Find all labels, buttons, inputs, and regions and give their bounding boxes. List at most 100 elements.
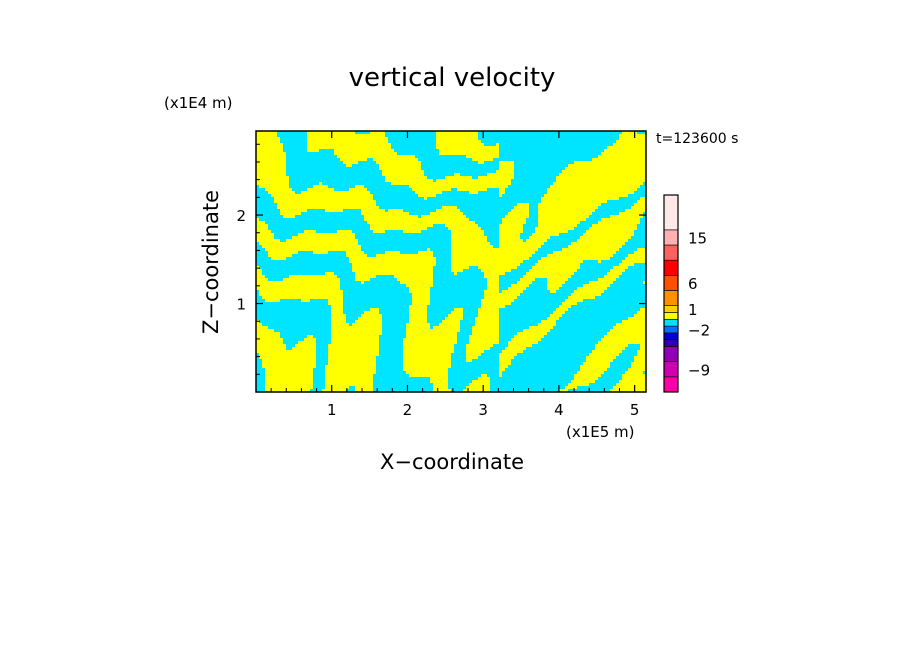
positive-velocity-cell [634, 359, 646, 362]
positive-velocity-cell [340, 158, 367, 161]
positive-velocity-cell [574, 377, 598, 380]
positive-velocity-cell [613, 143, 646, 146]
positive-velocity-cell [466, 347, 490, 350]
positive-velocity-cell [499, 242, 544, 245]
positive-velocity-cell [442, 320, 460, 323]
y-axis-label: Z−coordinate [199, 190, 223, 334]
colorbar-label: −9 [688, 361, 710, 379]
positive-velocity-cell [259, 290, 343, 293]
positive-velocity-cell [256, 161, 286, 164]
positive-velocity-cell [508, 212, 529, 215]
positive-velocity-cell [457, 188, 487, 191]
velocity-field [256, 131, 646, 392]
positive-velocity-cell [547, 254, 613, 257]
y-axis-ticks: 12 [236, 143, 646, 375]
positive-velocity-cell [325, 209, 343, 212]
positive-velocity-cell [481, 299, 514, 302]
positive-velocity-cell [556, 176, 646, 179]
positive-velocity-cell [334, 149, 394, 152]
positive-velocity-cell [409, 374, 448, 377]
positive-velocity-cell [451, 236, 487, 239]
positive-velocity-cell [451, 260, 523, 263]
positive-velocity-cell [499, 359, 511, 362]
positive-velocity-cell [499, 227, 523, 230]
positive-velocity-cell [451, 233, 484, 236]
positive-velocity-cell [406, 326, 430, 329]
x-axis-label: X−coordinate [380, 450, 524, 474]
positive-velocity-cell [262, 359, 316, 362]
positive-velocity-cell [409, 305, 427, 308]
positive-velocity-cell [535, 263, 580, 266]
positive-velocity-cell [595, 347, 625, 350]
positive-velocity-cell [550, 314, 562, 317]
positive-velocity-cell [307, 137, 388, 140]
positive-velocity-cell [355, 389, 373, 392]
positive-velocity-cell [283, 278, 340, 281]
positive-velocity-cell [637, 200, 646, 203]
positive-velocity-cell [619, 263, 634, 266]
colorbar-level [663, 339, 679, 347]
positive-velocity-cell [355, 272, 433, 275]
positive-velocity-cell [256, 227, 268, 230]
positive-velocity-cell [469, 191, 478, 194]
positive-velocity-cell [412, 299, 430, 302]
positive-velocity-cell [307, 140, 388, 143]
positive-velocity-cell [307, 131, 355, 134]
positive-velocity-cell [370, 308, 379, 311]
positive-velocity-cell [385, 179, 433, 182]
positive-velocity-cell [532, 266, 580, 269]
positive-velocity-cell [256, 182, 289, 185]
positive-velocity-cell [541, 320, 556, 323]
positive-velocity-cell [466, 344, 493, 347]
positive-velocity-cell [331, 335, 379, 338]
positive-velocity-cell [484, 275, 499, 278]
positive-velocity-cell [475, 317, 499, 320]
positive-velocity-cell [259, 353, 316, 356]
positive-velocity-cell [265, 299, 280, 302]
positive-velocity-cell [352, 323, 382, 326]
positive-velocity-cell [640, 344, 646, 347]
positive-velocity-cell [355, 275, 376, 278]
positive-velocity-cell [547, 278, 568, 281]
positive-velocity-cell [256, 278, 268, 281]
positive-velocity-cell [265, 371, 313, 374]
positive-velocity-cell [277, 206, 379, 209]
positive-velocity-cell [439, 149, 499, 152]
positive-velocity-cell [352, 269, 433, 272]
positive-velocity-cell [256, 338, 283, 341]
positive-velocity-cell [256, 155, 286, 158]
positive-velocity-cell [466, 386, 490, 389]
positive-velocity-cell [256, 272, 262, 275]
positive-velocity-cell [265, 248, 361, 251]
positive-velocity-cell [406, 323, 430, 326]
positive-velocity-cell [334, 152, 397, 155]
colorbar-level [663, 290, 679, 306]
positive-velocity-cell [256, 269, 262, 272]
positive-velocity-cell [538, 212, 592, 215]
positive-velocity-cell [331, 332, 382, 335]
x-tick-label: 1 [327, 401, 337, 419]
positive-velocity-cell [595, 344, 628, 347]
positive-velocity-cell [517, 203, 529, 206]
positive-velocity-cell [268, 251, 298, 254]
chart-title: vertical velocity [349, 63, 556, 93]
positive-velocity-cell [268, 191, 295, 194]
positive-velocity-cell [328, 299, 343, 302]
positive-velocity-cell [619, 212, 643, 215]
positive-velocity-cell [304, 230, 316, 233]
positive-velocity-cell [466, 350, 484, 353]
positive-velocity-cell [382, 173, 424, 176]
positive-velocity-cell [265, 377, 313, 380]
colorbar-level [663, 259, 679, 276]
positive-velocity-cell [451, 263, 520, 266]
positive-velocity-cell [547, 281, 565, 284]
positive-velocity-cell [256, 323, 262, 326]
positive-velocity-cell [508, 341, 538, 344]
positive-velocity-cell [481, 305, 505, 308]
positive-velocity-cell [487, 281, 499, 284]
positive-velocity-cell [433, 386, 448, 389]
positive-velocity-cell [499, 191, 505, 194]
positive-velocity-cell [538, 221, 580, 224]
positive-velocity-cell [499, 374, 502, 377]
positive-velocity-cell [439, 323, 460, 326]
